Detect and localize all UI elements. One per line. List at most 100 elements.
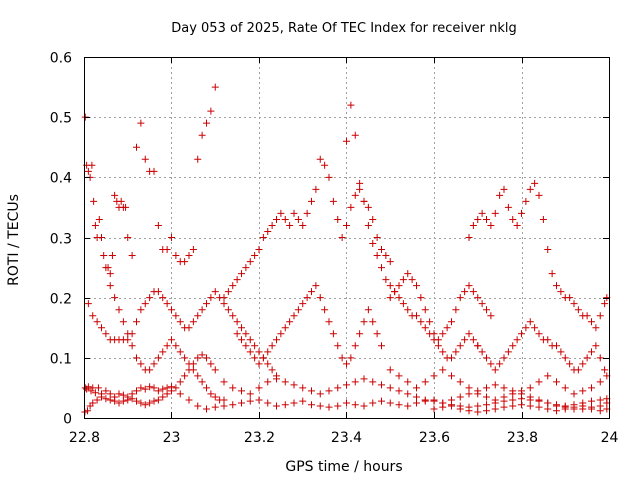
- data-point: [102, 387, 110, 395]
- data-point: [483, 401, 490, 409]
- data-point: [154, 387, 162, 395]
- data-point: [583, 354, 591, 362]
- data-point: [465, 330, 473, 338]
- data-point: [117, 197, 125, 205]
- data-point: [544, 246, 552, 254]
- data-point: [596, 407, 604, 415]
- data-point: [483, 215, 490, 223]
- data-point: [150, 360, 158, 368]
- data-point: [535, 378, 543, 386]
- data-point: [181, 372, 189, 380]
- data-point: [255, 360, 263, 368]
- data-point: [154, 221, 162, 229]
- data-point: [596, 396, 604, 404]
- data-point: [483, 354, 490, 362]
- data-point: [242, 330, 250, 338]
- data-point: [308, 288, 315, 296]
- data-point: [382, 276, 390, 284]
- data-point: [426, 318, 434, 326]
- data-point: [592, 342, 600, 350]
- data-point: [111, 397, 119, 405]
- data-point: [596, 378, 604, 386]
- data-point: [81, 384, 89, 392]
- data-point: [395, 387, 403, 395]
- data-point: [189, 318, 197, 326]
- data-point: [561, 384, 569, 392]
- data-point: [395, 282, 403, 290]
- x-tick-label: 22.8: [69, 430, 100, 446]
- data-point: [343, 360, 350, 368]
- data-point: [124, 336, 132, 344]
- data-point: [404, 402, 412, 410]
- data-point: [417, 294, 425, 302]
- data-point: [268, 342, 276, 350]
- x-axis-ticks: 22.8 23 23.2 23.4 23.6 23.8 24: [69, 57, 618, 446]
- data-point: [255, 246, 263, 254]
- data-point: [203, 384, 210, 392]
- data-point: [526, 318, 534, 326]
- data-point: [198, 378, 206, 386]
- data-point: [343, 399, 350, 407]
- data-point: [548, 270, 556, 278]
- data-point: [281, 324, 289, 332]
- data-point: [290, 312, 298, 320]
- data-point: [194, 372, 202, 380]
- data-point: [211, 366, 219, 374]
- data-point: [553, 407, 560, 415]
- data-point: [159, 348, 167, 356]
- data-point: [220, 402, 228, 410]
- data-point: [308, 197, 315, 205]
- data-point: [356, 330, 364, 338]
- data-point: [360, 402, 368, 410]
- data-point: [325, 403, 333, 411]
- data-point: [111, 191, 119, 199]
- data-point: [386, 366, 394, 374]
- data-point: [351, 401, 359, 409]
- data-point: [273, 336, 280, 344]
- data-point: [526, 185, 534, 193]
- data-point: [483, 384, 490, 392]
- data-point: [194, 155, 202, 163]
- data-point: [84, 383, 92, 391]
- data-point: [238, 387, 245, 395]
- data-point: [264, 399, 272, 407]
- data-point: [194, 312, 202, 320]
- data-point: [347, 101, 355, 109]
- data-point: [137, 384, 145, 392]
- data-point: [518, 401, 525, 409]
- data-point: [185, 396, 193, 404]
- data-point: [163, 300, 171, 308]
- data-point: [378, 397, 385, 405]
- data-point: [224, 288, 232, 296]
- data-point: [491, 396, 499, 404]
- data-point: [343, 221, 350, 229]
- data-point: [100, 252, 108, 260]
- data-point: [255, 396, 263, 404]
- data-point: [518, 330, 525, 338]
- data-point: [115, 306, 123, 314]
- data-point: [229, 312, 237, 320]
- data-point: [566, 294, 574, 302]
- data-point: [601, 300, 609, 308]
- data-point: [141, 155, 149, 163]
- x-tick-label: 23.4: [331, 430, 362, 446]
- data-point: [544, 399, 552, 407]
- data-point: [465, 384, 473, 392]
- data-point: [417, 318, 425, 326]
- data-point: [189, 366, 197, 374]
- data-point: [281, 401, 289, 409]
- data-point: [133, 387, 140, 395]
- data-point: [264, 348, 272, 356]
- data-point: [89, 312, 97, 320]
- data-point: [106, 390, 114, 398]
- data-point: [360, 375, 368, 383]
- data-point: [163, 246, 171, 254]
- data-point: [133, 318, 140, 326]
- data-point: [347, 354, 355, 362]
- data-point: [329, 330, 337, 338]
- data-point: [535, 396, 543, 404]
- data-point: [574, 306, 582, 314]
- y-tick-label: 0: [63, 412, 72, 428]
- data-point: [203, 300, 210, 308]
- data-point: [373, 252, 381, 260]
